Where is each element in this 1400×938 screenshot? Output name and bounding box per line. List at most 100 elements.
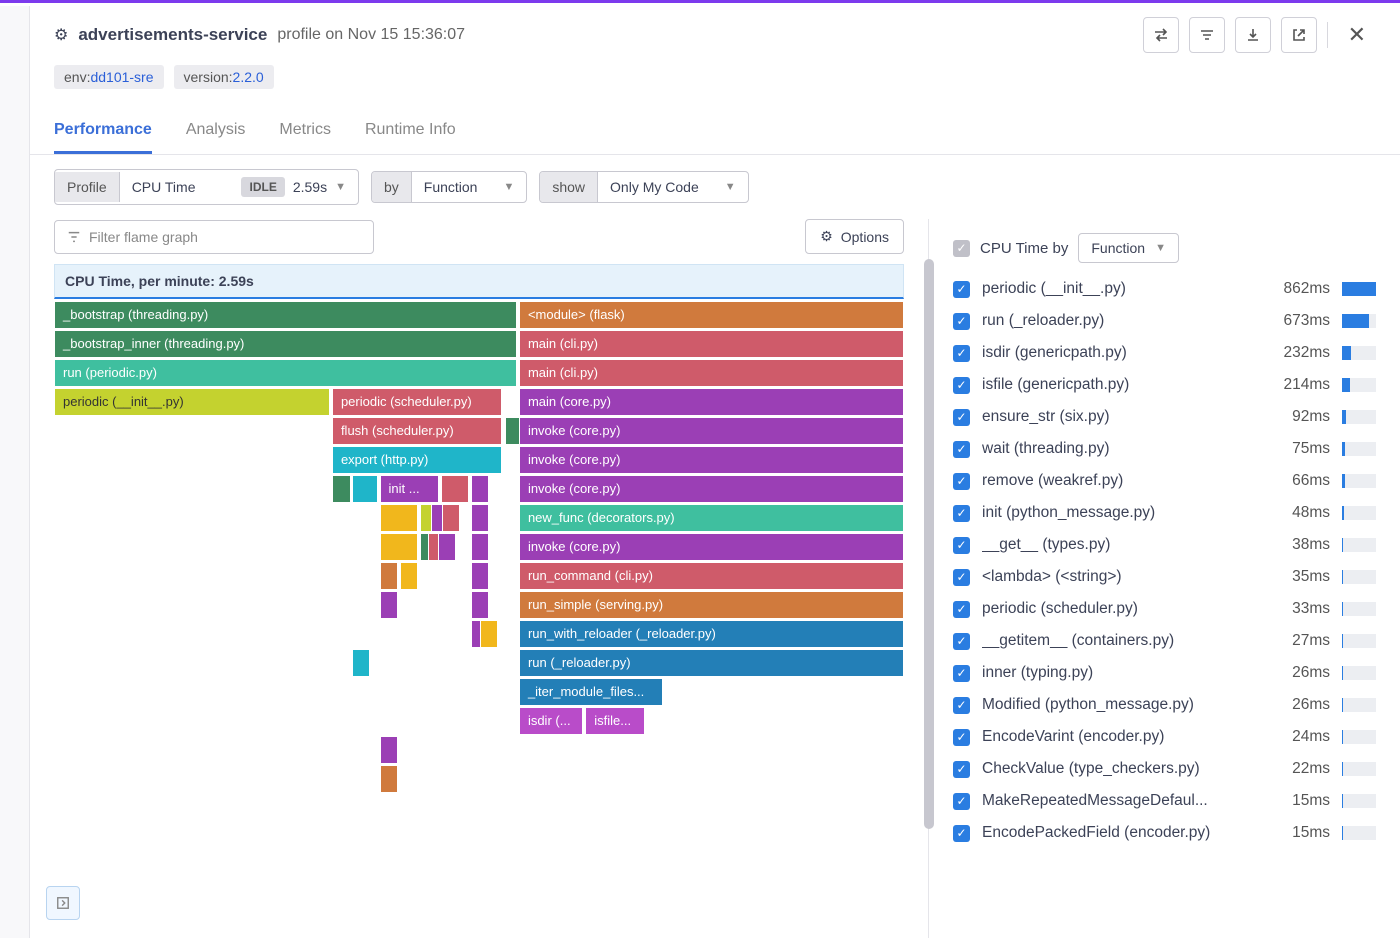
flame-bar[interactable] xyxy=(442,504,460,532)
flame-bar[interactable]: _bootstrap_inner (threading.py) xyxy=(54,330,517,358)
flame-bar[interactable] xyxy=(438,533,456,561)
function-row[interactable]: ✓EncodeVarint (encoder.py)24ms xyxy=(953,721,1376,753)
flame-bar[interactable] xyxy=(352,475,378,503)
flame-bar[interactable]: invoke (core.py) xyxy=(519,417,904,445)
function-checkbox[interactable]: ✓ xyxy=(953,665,970,682)
function-groupby-dropdown[interactable]: Function ▼ xyxy=(1078,233,1179,263)
options-button[interactable]: ⚙ Options xyxy=(805,219,904,254)
flame-bar[interactable] xyxy=(380,765,398,793)
flame-bar[interactable]: run (_reloader.py) xyxy=(519,649,904,677)
flame-bar[interactable] xyxy=(441,475,469,503)
filter-lines-button[interactable] xyxy=(1189,17,1225,53)
flame-bar[interactable]: run_with_reloader (_reloader.py) xyxy=(519,620,904,648)
function-checkbox[interactable]: ✓ xyxy=(953,537,970,554)
flame-bar[interactable]: run_simple (serving.py) xyxy=(519,591,904,619)
open-external-button[interactable] xyxy=(1281,17,1317,53)
header-tag[interactable]: env:dd101-sre xyxy=(54,65,164,89)
flame-bar[interactable]: _bootstrap (threading.py) xyxy=(54,301,517,329)
flame-bar[interactable]: <module> (flask) xyxy=(519,301,904,329)
function-checkbox[interactable]: ✓ xyxy=(953,345,970,362)
function-checkbox[interactable]: ✓ xyxy=(953,825,970,842)
download-button[interactable] xyxy=(1235,17,1271,53)
flame-bar[interactable] xyxy=(471,504,490,532)
function-checkbox[interactable]: ✓ xyxy=(953,793,970,810)
function-row[interactable]: ✓<lambda> (<string>)35ms xyxy=(953,561,1376,593)
function-row[interactable]: ✓MakeRepeatedMessageDefaul...15ms xyxy=(953,785,1376,817)
flame-bar[interactable] xyxy=(480,620,498,648)
function-row[interactable]: ✓init (python_message.py)48ms xyxy=(953,497,1376,529)
tab-metrics[interactable]: Metrics xyxy=(279,111,331,154)
function-row[interactable]: ✓isfile (genericpath.py)214ms xyxy=(953,369,1376,401)
function-checkbox[interactable]: ✓ xyxy=(953,409,970,426)
flame-bar[interactable]: main (cli.py) xyxy=(519,359,904,387)
function-row[interactable]: ✓ensure_str (six.py)92ms xyxy=(953,401,1376,433)
flame-bar[interactable] xyxy=(471,591,490,619)
function-row[interactable]: ✓__getitem__ (containers.py)27ms xyxy=(953,625,1376,657)
flame-bar[interactable]: export (http.py) xyxy=(332,446,502,474)
function-checkbox[interactable]: ✓ xyxy=(953,505,970,522)
flame-bar[interactable]: init ... xyxy=(380,475,440,503)
flame-bar[interactable] xyxy=(471,562,490,590)
expand-sidebar-button[interactable] xyxy=(46,886,80,920)
function-row[interactable]: ✓Modified (python_message.py)26ms xyxy=(953,689,1376,721)
flame-bar[interactable] xyxy=(400,562,418,590)
flame-bar[interactable] xyxy=(380,736,398,764)
function-checkbox[interactable]: ✓ xyxy=(953,601,970,618)
function-row[interactable]: ✓CheckValue (type_checkers.py)22ms xyxy=(953,753,1376,785)
by-selector[interactable]: by Function ▼ xyxy=(371,171,527,203)
flame-bar[interactable] xyxy=(471,475,490,503)
flame-bar[interactable]: invoke (core.py) xyxy=(519,475,904,503)
flamegraph-filter-input[interactable]: Filter flame graph xyxy=(54,220,374,254)
flame-bar[interactable] xyxy=(380,533,418,561)
flame-bar[interactable]: invoke (core.py) xyxy=(519,533,904,561)
profile-selector[interactable]: Profile CPU Time IDLE 2.59s ▼ xyxy=(54,169,359,205)
flame-bar[interactable]: main (core.py) xyxy=(519,388,904,416)
function-row[interactable]: ✓remove (weakref.py)66ms xyxy=(953,465,1376,497)
function-checkbox[interactable]: ✓ xyxy=(953,729,970,746)
flame-bar[interactable]: periodic (__init__.py) xyxy=(54,388,330,416)
flame-bar[interactable]: invoke (core.py) xyxy=(519,446,904,474)
flame-bar[interactable]: new_func (decorators.py) xyxy=(519,504,904,532)
flame-bar[interactable]: run (periodic.py) xyxy=(54,359,517,387)
function-checkbox[interactable]: ✓ xyxy=(953,697,970,714)
flame-bar[interactable] xyxy=(380,591,398,619)
header-tag[interactable]: version:2.2.0 xyxy=(174,65,274,89)
function-checkbox[interactable]: ✓ xyxy=(953,761,970,778)
close-button[interactable]: ✕ xyxy=(1338,22,1376,48)
function-row[interactable]: ✓isdir (genericpath.py)232ms xyxy=(953,337,1376,369)
flame-bar[interactable]: isdir (... xyxy=(519,707,583,735)
flame-bar[interactable]: isfile... xyxy=(585,707,645,735)
function-row[interactable]: ✓__get__ (types.py)38ms xyxy=(953,529,1376,561)
flame-bar[interactable] xyxy=(380,504,418,532)
flame-bar[interactable] xyxy=(352,649,370,677)
function-row[interactable]: ✓inner (typing.py)26ms xyxy=(953,657,1376,689)
show-selector[interactable]: show Only My Code ▼ xyxy=(539,171,748,203)
function-row[interactable]: ✓EncodePackedField (encoder.py)15ms xyxy=(953,817,1376,849)
swap-button[interactable] xyxy=(1143,17,1179,53)
flamegraph[interactable]: _bootstrap (threading.py)<module> (flask… xyxy=(54,301,904,861)
function-checkbox[interactable]: ✓ xyxy=(953,377,970,394)
function-checkbox[interactable]: ✓ xyxy=(953,569,970,586)
function-checkbox[interactable]: ✓ xyxy=(953,313,970,330)
function-row[interactable]: ✓wait (threading.py)75ms xyxy=(953,433,1376,465)
select-all-checkbox[interactable]: ✓ xyxy=(953,240,970,257)
flame-bar[interactable]: flush (scheduler.py) xyxy=(332,417,502,445)
flame-bar[interactable] xyxy=(380,562,399,590)
tab-performance[interactable]: Performance xyxy=(54,111,152,154)
flame-bar[interactable]: periodic (scheduler.py) xyxy=(332,388,502,416)
function-checkbox[interactable]: ✓ xyxy=(953,441,970,458)
flame-bar[interactable]: run_command (cli.py) xyxy=(519,562,904,590)
function-checkbox[interactable]: ✓ xyxy=(953,473,970,490)
function-row[interactable]: ✓run (_reloader.py)673ms xyxy=(953,305,1376,337)
function-checkbox[interactable]: ✓ xyxy=(953,633,970,650)
tab-runtime-info[interactable]: Runtime Info xyxy=(365,111,456,154)
tab-analysis[interactable]: Analysis xyxy=(186,111,246,154)
flame-bar[interactable]: main (cli.py) xyxy=(519,330,904,358)
function-row[interactable]: ✓periodic (scheduler.py)33ms xyxy=(953,593,1376,625)
flame-bar[interactable]: _iter_module_files... xyxy=(519,678,664,706)
scrollbar[interactable] xyxy=(924,259,934,829)
flame-bar[interactable] xyxy=(332,475,351,503)
flame-bar[interactable] xyxy=(471,533,490,561)
function-row[interactable]: ✓periodic (__init__.py)862ms xyxy=(953,273,1376,305)
function-checkbox[interactable]: ✓ xyxy=(953,281,970,298)
